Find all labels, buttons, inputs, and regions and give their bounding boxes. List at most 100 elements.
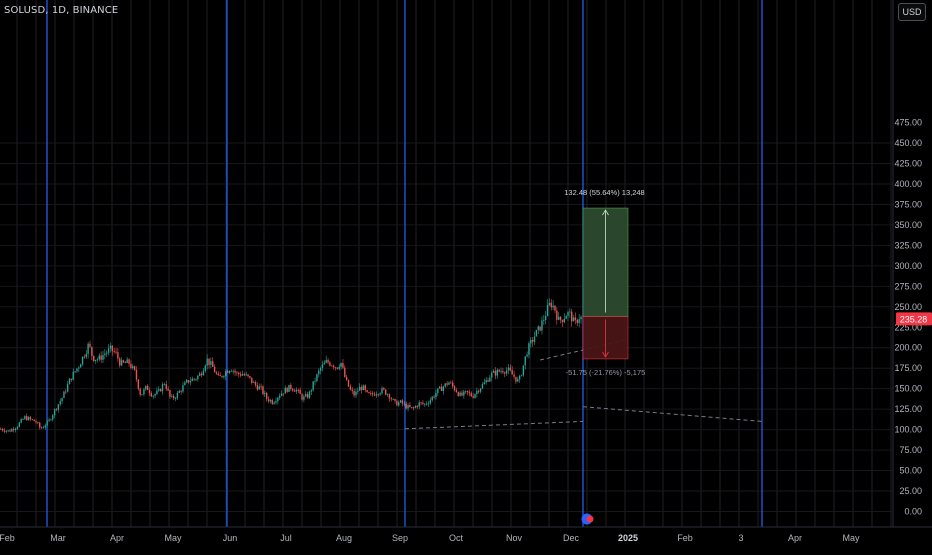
time-tick-label: Mar xyxy=(50,533,66,543)
candle-body xyxy=(35,421,37,423)
candle-body xyxy=(178,391,180,393)
candle xyxy=(102,350,104,363)
candle xyxy=(558,312,560,321)
candle-body xyxy=(234,370,236,373)
candle xyxy=(91,346,93,360)
candle-body xyxy=(305,394,307,397)
candle-body xyxy=(578,319,580,323)
target-label: 132.48 (55.64%) 13,248 xyxy=(564,188,644,197)
currency-button[interactable]: USD xyxy=(898,3,926,21)
candle xyxy=(273,400,275,405)
candle xyxy=(122,359,125,364)
candle xyxy=(176,390,179,401)
time-tick-label: Dec xyxy=(563,533,580,543)
candle-body xyxy=(265,393,268,399)
price-tick-label: 125.00 xyxy=(894,404,922,414)
candle xyxy=(191,376,193,382)
candle-body xyxy=(68,378,71,385)
candle-body xyxy=(459,392,461,396)
candle xyxy=(83,354,86,359)
candle-body xyxy=(260,386,262,388)
candle xyxy=(442,385,445,395)
candle-body xyxy=(236,372,238,374)
candle-body xyxy=(117,352,119,359)
candle xyxy=(141,394,143,396)
candle xyxy=(269,398,272,404)
candle xyxy=(465,390,467,394)
time-tick-label: Sep xyxy=(392,533,408,543)
candle-body xyxy=(245,374,247,376)
candle xyxy=(373,391,376,397)
candle xyxy=(476,387,478,398)
candle xyxy=(85,350,87,360)
grid-lines xyxy=(0,0,893,527)
candle xyxy=(40,426,43,429)
candle-body xyxy=(197,375,199,380)
candle-body xyxy=(133,366,136,370)
candle xyxy=(226,369,229,374)
candle-body xyxy=(128,359,130,364)
candle-body xyxy=(455,390,458,393)
candle xyxy=(537,325,539,335)
candle-body xyxy=(541,320,543,331)
candle-body xyxy=(279,395,281,398)
candle xyxy=(223,375,225,380)
candle-body xyxy=(98,355,100,360)
candle-body xyxy=(146,385,149,391)
candle xyxy=(405,401,407,410)
candle xyxy=(474,393,476,399)
candle-body xyxy=(349,386,352,390)
candle-body xyxy=(200,373,203,376)
candle xyxy=(165,380,167,391)
candle xyxy=(401,398,404,407)
candle-body xyxy=(159,389,162,392)
candle xyxy=(264,390,266,398)
candle xyxy=(61,397,63,404)
candle-body xyxy=(414,406,417,408)
candle xyxy=(364,384,366,393)
candle-body xyxy=(288,384,290,392)
candle-body xyxy=(331,365,333,367)
candle-body xyxy=(451,382,454,387)
candle-body xyxy=(427,403,430,405)
candle xyxy=(96,357,99,363)
candle xyxy=(245,371,247,376)
candle-body xyxy=(327,360,329,363)
candle xyxy=(569,308,571,318)
candle xyxy=(254,380,257,388)
candle xyxy=(386,393,389,397)
candle-body xyxy=(336,367,339,369)
time-tick-label: May xyxy=(164,533,182,543)
candle-body xyxy=(119,358,121,366)
candle-body xyxy=(561,319,564,323)
candle-body xyxy=(87,343,89,354)
candle-body xyxy=(431,396,433,401)
candle-body xyxy=(29,417,32,420)
candle-body xyxy=(210,361,212,365)
candle xyxy=(243,372,246,377)
candle xyxy=(72,368,74,381)
candle xyxy=(314,377,316,386)
candle-body xyxy=(191,378,193,382)
candle xyxy=(154,393,156,399)
candle-body xyxy=(375,394,378,396)
candle-body xyxy=(7,430,9,432)
candle-body xyxy=(223,376,225,378)
candle-body xyxy=(342,363,344,368)
candle xyxy=(567,310,569,321)
candle-body xyxy=(284,387,286,394)
candle-body xyxy=(392,399,394,400)
candle xyxy=(543,314,545,325)
candle xyxy=(358,383,361,391)
candle-body xyxy=(368,392,370,394)
price-tick-label: 350.00 xyxy=(894,220,922,230)
candle-body xyxy=(539,326,541,331)
candle xyxy=(81,356,84,367)
candle xyxy=(225,368,227,381)
candle xyxy=(438,385,441,389)
candle-body xyxy=(247,374,249,377)
event-icon xyxy=(581,513,594,525)
candle-body xyxy=(83,356,86,358)
